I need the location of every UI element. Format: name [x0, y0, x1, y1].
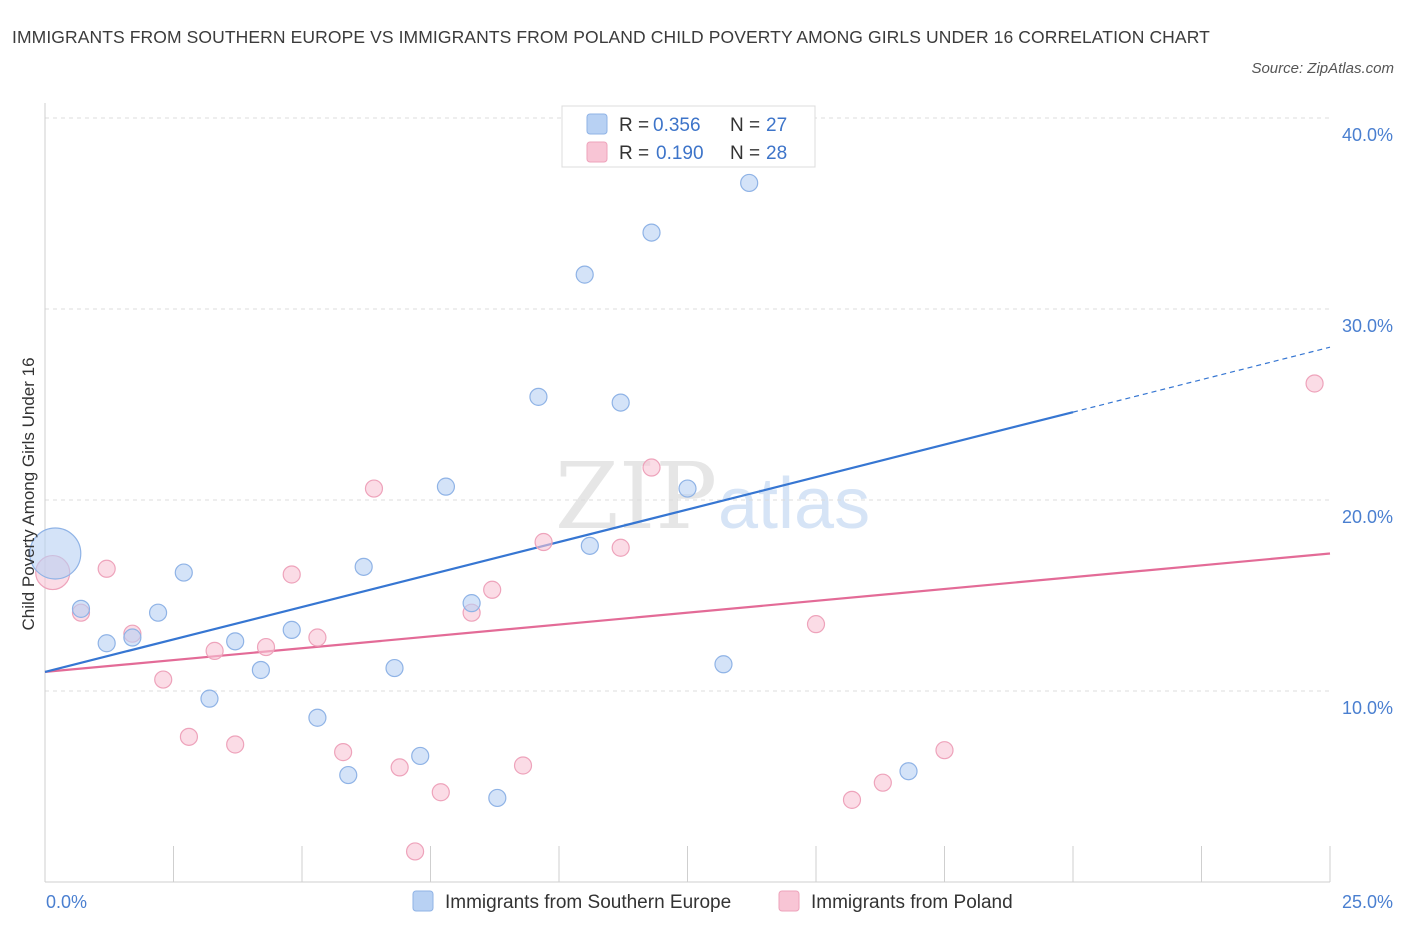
legend-r-label: R = — [619, 143, 649, 164]
point-poland — [842, 790, 862, 809]
point-poland — [364, 479, 384, 498]
y-tick-label: 30.0% — [1342, 316, 1393, 336]
point-southern-europe — [226, 632, 245, 651]
source-label: Source: ZipAtlas.com — [1251, 60, 1394, 77]
watermark-zip: ZIP — [555, 443, 717, 550]
point-southern-europe — [529, 387, 548, 406]
legend-swatch-blue — [586, 113, 608, 135]
point-southern-europe — [174, 563, 193, 582]
x-tick-label: 25.0% — [1342, 892, 1393, 912]
data-points — [29, 131, 1324, 861]
point-southern-europe — [611, 393, 630, 412]
point-southern-europe — [488, 788, 507, 808]
point-southern-europe — [148, 603, 168, 622]
y-axis-title: Child Poverty Among Girls Under 16 — [19, 357, 38, 630]
trendline-poland — [44, 552, 1331, 673]
point-poland — [154, 670, 173, 689]
chart-title: IMMIGRANTS FROM SOUTHERN EUROPE VS IMMIG… — [12, 27, 1210, 47]
trend-lines — [44, 346, 1331, 673]
point-poland — [611, 538, 630, 557]
watermark: ZIP atlas — [555, 443, 870, 550]
point-southern-europe — [308, 708, 327, 727]
point-poland — [405, 842, 425, 861]
series-legend-label-poland: Immigrants from Poland — [811, 892, 1013, 913]
series-legend-label-southern-europe: Immigrants from Southern Europe — [445, 892, 731, 913]
series-legend: Immigrants from Southern Europe Immigran… — [412, 890, 1013, 913]
point-poland — [431, 783, 450, 802]
y-tick-label: 40.0% — [1342, 125, 1393, 145]
axes — [44, 103, 1331, 883]
point-poland — [873, 773, 892, 792]
y-tick-label: 20.0% — [1342, 507, 1393, 527]
point-poland — [513, 756, 533, 775]
point-southern-europe — [580, 536, 599, 555]
point-poland — [256, 637, 276, 657]
point-southern-europe — [354, 557, 373, 576]
legend-r-value: 0.356 — [653, 115, 701, 136]
point-southern-europe — [29, 527, 82, 580]
point-poland — [1305, 374, 1324, 393]
point-southern-europe — [97, 634, 116, 653]
point-poland — [806, 615, 826, 634]
point-poland — [308, 628, 327, 647]
point-southern-europe — [71, 599, 91, 618]
legend-n-value: 28 — [766, 143, 787, 164]
point-southern-europe — [411, 746, 430, 766]
point-southern-europe — [339, 765, 358, 785]
point-southern-europe — [200, 689, 219, 708]
point-poland — [390, 758, 409, 777]
point-poland — [483, 580, 502, 599]
point-poland — [534, 532, 553, 552]
point-southern-europe — [740, 173, 759, 193]
point-southern-europe — [251, 660, 270, 680]
legend-n-value: 27 — [766, 115, 787, 136]
point-southern-europe — [642, 223, 661, 242]
tick-labels: 10.0% 20.0% 30.0% 40.0% 0.0% 25.0% — [46, 125, 1393, 912]
point-southern-europe — [678, 479, 697, 498]
point-poland — [226, 735, 245, 754]
point-poland — [642, 458, 661, 477]
series-legend-swatch-blue — [412, 890, 434, 912]
point-poland — [97, 559, 116, 578]
trendline-southern-europe-extension — [1072, 346, 1331, 413]
legend-n-label: N = — [730, 143, 760, 164]
series-legend-swatch-pink — [778, 890, 800, 912]
trendline-southern-europe — [44, 411, 1074, 673]
point-southern-europe — [462, 594, 481, 613]
point-southern-europe — [899, 762, 918, 781]
point-poland — [179, 727, 199, 746]
point-southern-europe — [714, 655, 733, 674]
point-southern-europe — [436, 477, 456, 496]
legend-n-label: N = — [730, 115, 760, 136]
point-southern-europe — [282, 620, 301, 639]
x-tick-label: 0.0% — [46, 892, 87, 912]
point-poland — [334, 743, 353, 762]
point-southern-europe — [575, 265, 594, 284]
point-southern-europe — [385, 658, 404, 678]
y-tick-label: 10.0% — [1342, 698, 1393, 718]
legend-swatch-pink — [586, 141, 608, 163]
gridlines — [45, 117, 1330, 692]
legend-r-value: 0.190 — [656, 143, 704, 164]
watermark-atlas: atlas — [718, 464, 870, 544]
point-poland — [205, 641, 224, 660]
correlation-legend: R = 0.356 N = 27 R = 0.190 N = 28 — [561, 105, 816, 168]
point-southern-europe — [123, 628, 142, 647]
point-poland — [282, 565, 301, 584]
legend-r-label: R = — [619, 115, 649, 136]
point-poland — [935, 741, 954, 760]
